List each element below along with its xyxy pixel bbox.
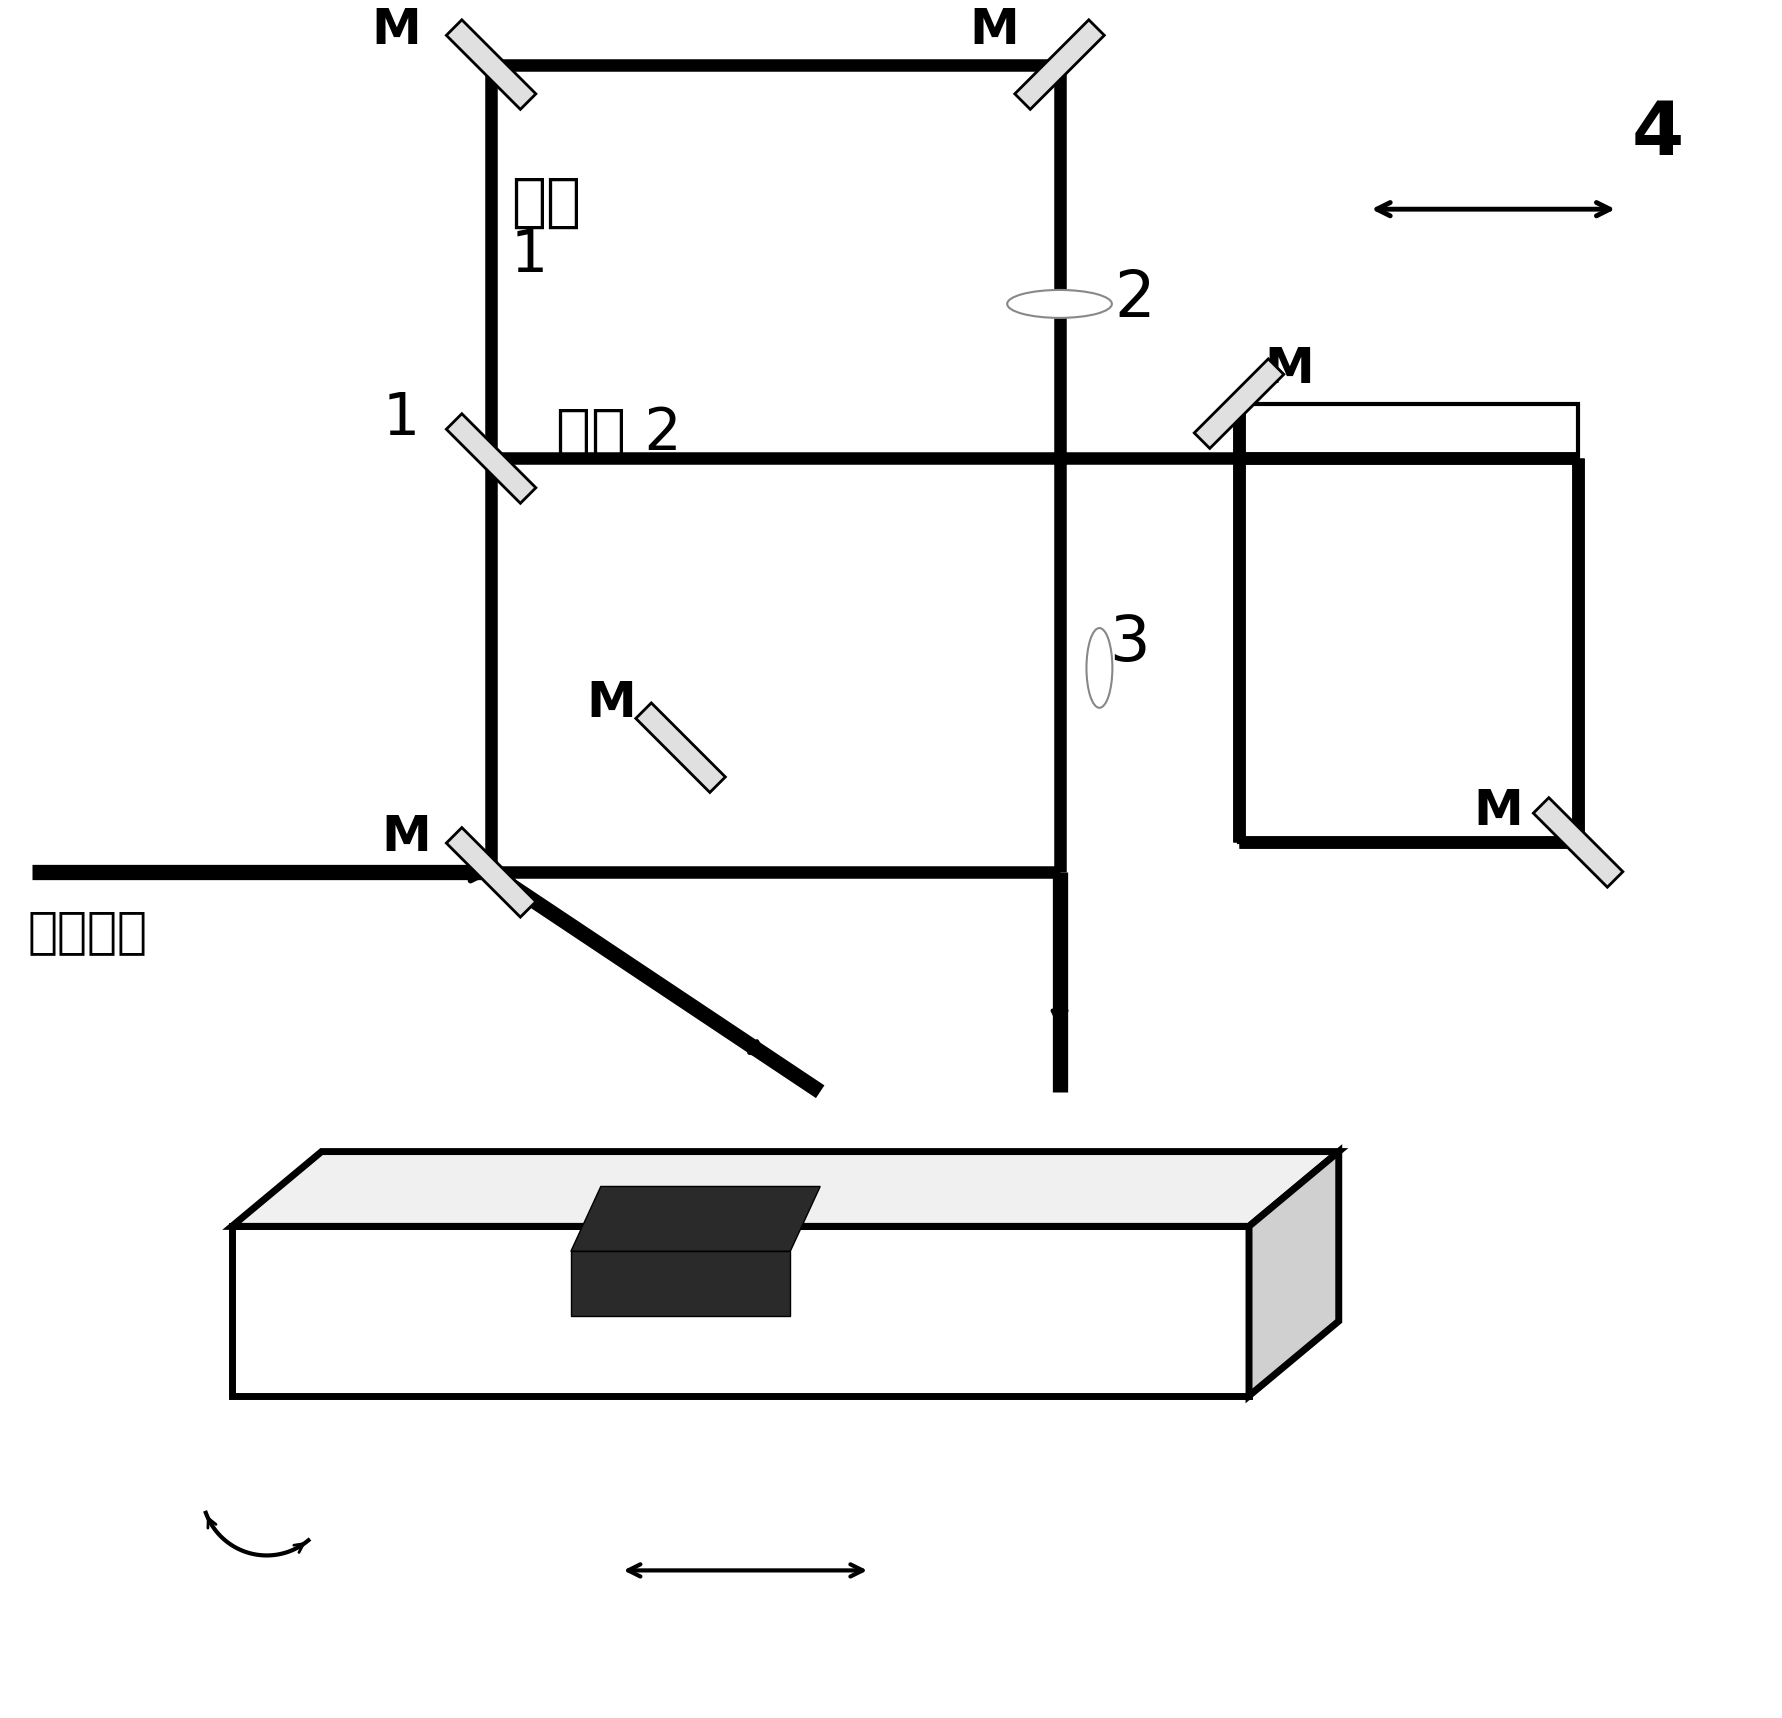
Text: M: M bbox=[1263, 345, 1313, 393]
Polygon shape bbox=[1194, 359, 1283, 448]
Text: 3: 3 bbox=[1108, 612, 1149, 673]
Ellipse shape bbox=[1085, 629, 1112, 708]
Text: M: M bbox=[371, 5, 421, 53]
Text: M: M bbox=[381, 813, 431, 861]
Text: 1: 1 bbox=[383, 390, 421, 447]
Polygon shape bbox=[232, 1227, 1249, 1397]
Text: 光束 2: 光束 2 bbox=[556, 405, 681, 462]
Polygon shape bbox=[446, 828, 536, 917]
Polygon shape bbox=[1533, 797, 1622, 886]
Polygon shape bbox=[1014, 21, 1103, 110]
Text: M: M bbox=[586, 679, 636, 727]
Polygon shape bbox=[570, 1187, 820, 1251]
Polygon shape bbox=[446, 21, 536, 110]
Ellipse shape bbox=[1007, 290, 1112, 318]
Text: M: M bbox=[1472, 787, 1522, 835]
Polygon shape bbox=[570, 1251, 789, 1316]
Text: M: M bbox=[969, 5, 1019, 53]
Polygon shape bbox=[232, 1151, 1338, 1227]
Bar bbox=[1238, 404, 1577, 842]
Polygon shape bbox=[1249, 1151, 1338, 1397]
Text: 2: 2 bbox=[1114, 268, 1155, 330]
Text: 飞秒激光: 飞秒激光 bbox=[27, 909, 148, 957]
Text: 4: 4 bbox=[1631, 98, 1682, 170]
Polygon shape bbox=[636, 703, 725, 792]
Text: 光束
1: 光束 1 bbox=[511, 174, 581, 283]
Polygon shape bbox=[446, 414, 536, 503]
